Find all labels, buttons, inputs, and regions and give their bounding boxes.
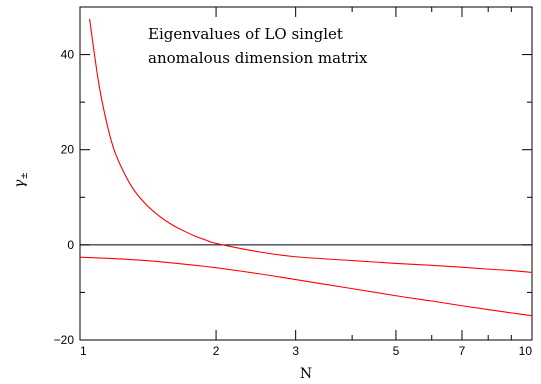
x-tick-label: 10 — [519, 344, 533, 358]
y-axis-label-subscript: ± — [20, 172, 30, 180]
x-tick-label: 1 — [80, 344, 87, 358]
series-line-1 — [89, 18, 532, 273]
x-axis-label: N — [300, 366, 312, 382]
series-line-2 — [80, 256, 532, 317]
x-tick-label: 2 — [213, 344, 220, 358]
x-tick-label: 5 — [393, 344, 400, 358]
y-tick-label: 0 — [67, 238, 74, 252]
y-tick-label: 20 — [61, 143, 75, 157]
annotation-line-2: anomalous dimension matrix — [148, 49, 368, 67]
series-layer — [80, 18, 532, 317]
x-tick-label: 7 — [459, 344, 466, 358]
y-tick-label: −20 — [54, 333, 75, 347]
svg-text:γ±: γ± — [12, 172, 30, 188]
y-axis-label-main: γ — [12, 179, 28, 188]
plot-frame — [79, 6, 533, 341]
annotation-line-1: Eigenvalues of LO singlet — [148, 25, 343, 43]
y-axis-label: γ± — [12, 172, 30, 188]
axis-tick-labels: 1 2 3 5 7 10 −20 0 20 40 — [54, 48, 533, 358]
y-tick-label: 40 — [61, 48, 75, 62]
x-tick-label: 3 — [292, 344, 299, 358]
